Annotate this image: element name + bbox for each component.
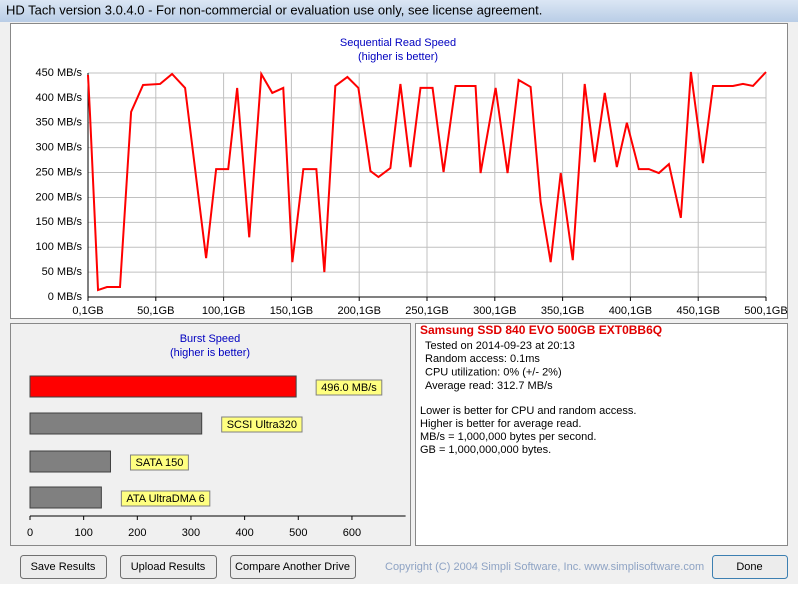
note: Higher is better for average read. bbox=[420, 418, 581, 430]
x-tick-label: 300,1GB bbox=[473, 305, 516, 317]
y-tick-label: 100 MB/s bbox=[36, 241, 83, 253]
button-label[interactable]: Save Results bbox=[31, 561, 96, 573]
button[interactable] bbox=[120, 555, 217, 579]
x-tick-label: 400,1GB bbox=[609, 305, 652, 317]
note: GB = 1,000,000,000 bytes. bbox=[420, 444, 551, 456]
button-label[interactable]: Done bbox=[736, 561, 762, 573]
chart-subtitle: (higher is better) bbox=[170, 347, 250, 359]
x-tick-label: 500 bbox=[289, 527, 307, 539]
y-tick-label: 450 MB/s bbox=[36, 67, 83, 79]
button[interactable] bbox=[20, 555, 107, 579]
bar-label-box bbox=[315, 379, 383, 396]
button-label[interactable]: Upload Results bbox=[131, 561, 206, 573]
copyright: Copyright (C) 2004 Simpli Software, Inc.… bbox=[385, 561, 704, 573]
x-tick-label: 450,1GB bbox=[676, 305, 719, 317]
bar-label: SATA 150 bbox=[135, 457, 183, 469]
bar-label-box bbox=[221, 416, 303, 433]
x-tick-label: 150,1GB bbox=[270, 305, 313, 317]
x-tick-label: 50,1GB bbox=[137, 305, 174, 317]
bar bbox=[29, 375, 297, 398]
bar bbox=[29, 486, 102, 509]
x-tick-label: 200,1GB bbox=[337, 305, 380, 317]
bar-label-box bbox=[129, 454, 189, 471]
x-tick-label: 300 bbox=[182, 527, 200, 539]
y-tick-label: 200 MB/s bbox=[36, 191, 83, 203]
bar bbox=[29, 450, 111, 473]
x-tick-label: 600 bbox=[343, 527, 361, 539]
read-speed-line bbox=[87, 70, 767, 292]
bar bbox=[29, 412, 203, 435]
test-result: Random access: 0.1ms bbox=[425, 353, 540, 365]
window-title: HD Tach version 3.0.4.0 - For non-commer… bbox=[6, 2, 542, 17]
test-result: Average read: 312.7 MB/s bbox=[425, 380, 553, 392]
x-tick-label: 400 bbox=[235, 527, 253, 539]
x-tick-label: 350,1GB bbox=[541, 305, 584, 317]
x-tick-label: 0 bbox=[27, 527, 33, 539]
x-tick-label: 500,1GB bbox=[744, 305, 787, 317]
drive-name: Samsung SSD 840 EVO 500GB EXT0BB6Q bbox=[420, 323, 662, 337]
bar-label: ATA UltraDMA 6 bbox=[126, 493, 204, 505]
x-tick-label: 250,1GB bbox=[405, 305, 448, 317]
x-tick-label: 0,1GB bbox=[72, 305, 103, 317]
x-tick-label: 200 bbox=[128, 527, 146, 539]
test-result: Tested on 2014-09-23 at 20:13 bbox=[425, 340, 575, 352]
bar-label: SCSI Ultra320 bbox=[227, 419, 297, 431]
chart-subtitle: (higher is better) bbox=[358, 51, 438, 63]
x-tick-label: 100,1GB bbox=[202, 305, 245, 317]
button[interactable] bbox=[230, 555, 356, 579]
y-tick-label: 50 MB/s bbox=[42, 266, 83, 278]
chart-title: Burst Speed bbox=[180, 333, 241, 345]
note: Lower is better for CPU and random acces… bbox=[420, 405, 636, 417]
button[interactable] bbox=[712, 555, 788, 579]
x-tick-label: 100 bbox=[74, 527, 92, 539]
y-tick-label: 400 MB/s bbox=[36, 92, 83, 104]
button-label[interactable]: Compare Another Drive bbox=[235, 561, 350, 573]
chart-title: Sequential Read Speed bbox=[340, 37, 456, 49]
y-tick-label: 250 MB/s bbox=[36, 166, 83, 178]
note: MB/s = 1,000,000 bytes per second. bbox=[420, 431, 596, 443]
y-tick-label: 0 MB/s bbox=[48, 291, 83, 303]
title-bar bbox=[0, 0, 798, 22]
test-result: CPU utilization: 0% (+/- 2%) bbox=[425, 367, 562, 379]
bar-label-box bbox=[120, 490, 211, 507]
y-tick-label: 150 MB/s bbox=[36, 216, 83, 228]
info-panel bbox=[415, 323, 788, 546]
bar-label: 496.0 MB/s bbox=[321, 382, 377, 394]
y-tick-label: 300 MB/s bbox=[36, 142, 83, 154]
y-tick-label: 350 MB/s bbox=[36, 117, 83, 129]
